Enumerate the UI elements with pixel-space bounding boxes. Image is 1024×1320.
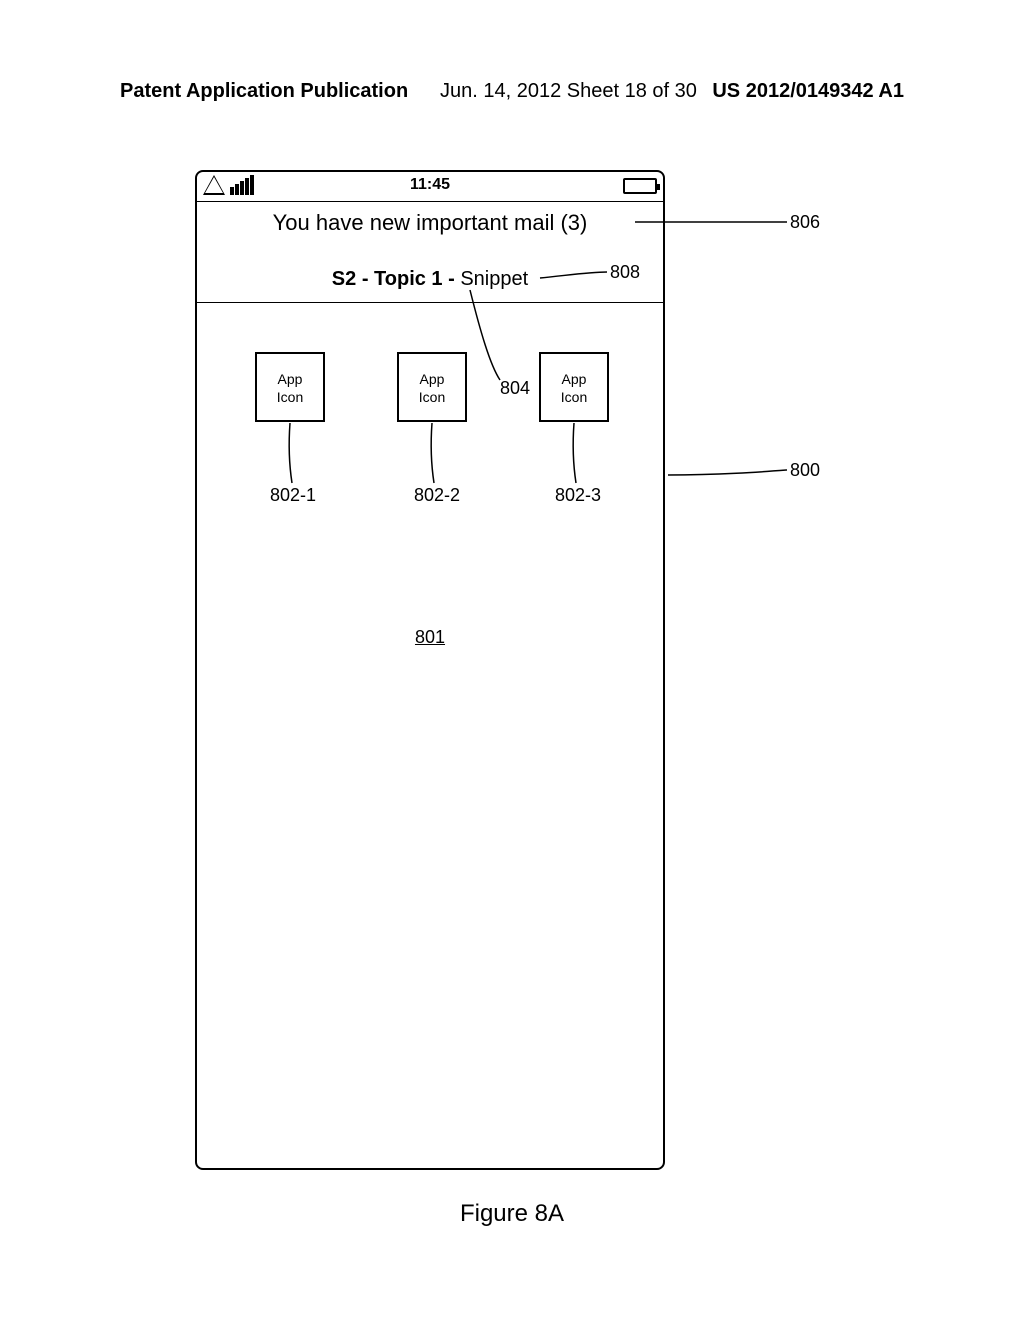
app-icon-2: AppIcon	[397, 352, 467, 422]
callout-802-1: 802-1	[270, 485, 316, 506]
notification-separator	[197, 302, 663, 303]
phone-frame: 11:45 You have new important mail (3) S2…	[195, 170, 665, 1170]
status-time: 11:45	[410, 176, 450, 194]
header-center: Jun. 14, 2012 Sheet 18 of 30	[440, 80, 697, 103]
reference-801: 801	[415, 627, 445, 648]
signal-icon	[203, 175, 225, 195]
notification-snippet-bold: S2 - Topic 1 -	[332, 268, 461, 290]
signal-bars-icon	[230, 175, 254, 195]
status-bar: 11:45	[197, 172, 663, 202]
notification-snippet-rest: Snippet	[460, 268, 528, 290]
callout-802-3: 802-3	[555, 485, 601, 506]
page: Patent Application Publication Jun. 14, …	[0, 0, 1024, 1320]
figure-caption: Figure 8A	[460, 1200, 564, 1228]
status-battery	[623, 178, 657, 194]
notification-snippet: S2 - Topic 1 - Snippet	[197, 268, 663, 291]
app-icon-3: AppIcon	[539, 352, 609, 422]
header-right: US 2012/0149342 A1	[712, 80, 904, 103]
header-left: Patent Application Publication	[120, 80, 408, 103]
callout-808: 808	[610, 262, 640, 283]
app-icon-1: AppIcon	[255, 352, 325, 422]
callout-802-2: 802-2	[414, 485, 460, 506]
notification-title: You have new important mail (3)	[197, 210, 663, 236]
callout-806: 806	[790, 212, 820, 233]
battery-icon	[623, 178, 657, 194]
status-signal	[203, 175, 254, 195]
callout-800: 800	[790, 460, 820, 481]
callout-804: 804	[500, 378, 530, 399]
